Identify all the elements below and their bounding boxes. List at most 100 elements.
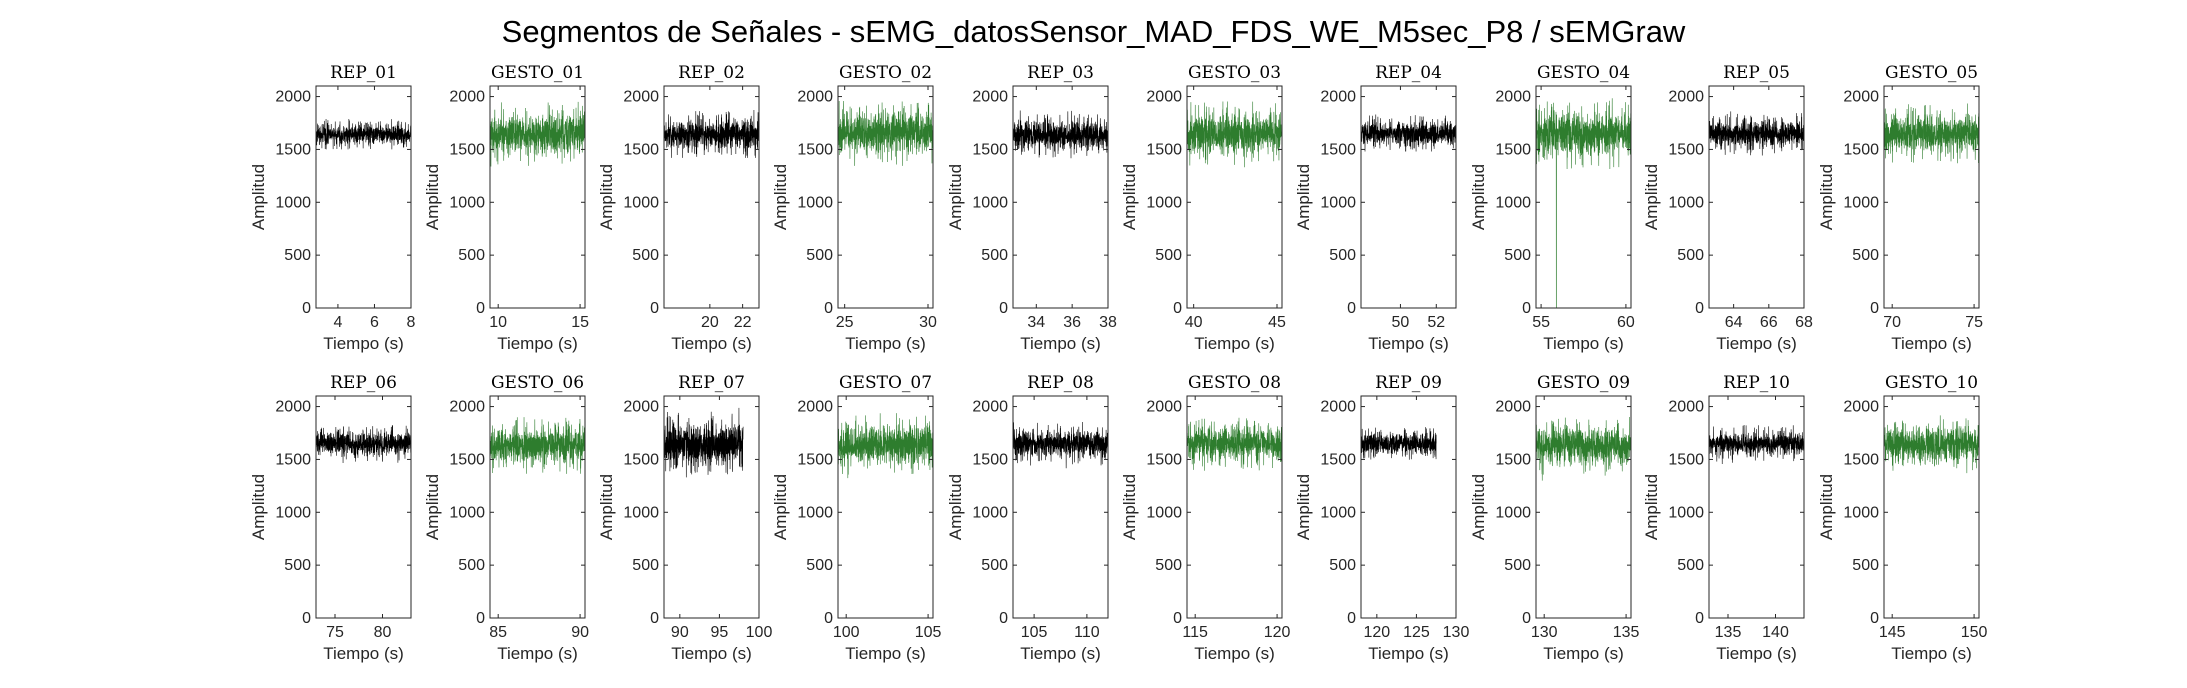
y-tick-label: 2000	[1320, 89, 1356, 106]
y-tick-label: 1000	[972, 504, 1008, 521]
x-tick-label: 120	[1363, 624, 1390, 641]
y-tick-label: 500	[632, 557, 659, 574]
x-tick-label: 68	[1795, 314, 1813, 331]
y-tick-label: 2000	[623, 399, 659, 416]
y-tick-label: 1500	[1320, 451, 1356, 468]
signal-line	[1536, 98, 1631, 308]
y-tick-label: 500	[284, 557, 311, 574]
x-axis-label: Tiempo (s)	[1194, 334, 1275, 353]
y-tick-label: 2000	[1495, 89, 1531, 106]
y-axis-label: Amplitud	[597, 164, 616, 230]
y-tick-label: 0	[1522, 610, 1531, 627]
subplot-title: GESTO_05	[1885, 63, 1978, 83]
y-tick-label: 2000	[1668, 399, 1704, 416]
x-tick-label: 22	[734, 314, 752, 331]
y-axis-label: Amplitud	[771, 474, 790, 540]
x-tick-label: 40	[1185, 314, 1203, 331]
y-tick-label: 500	[981, 247, 1008, 264]
x-axis-label: Tiempo (s)	[845, 644, 926, 663]
y-tick-label: 500	[806, 247, 833, 264]
x-tick-label: 55	[1532, 314, 1550, 331]
y-tick-label: 1500	[1843, 141, 1879, 158]
x-tick-label: 130	[1443, 624, 1470, 641]
y-axis-label: Amplitud	[1817, 474, 1836, 540]
x-tick-label: 135	[1715, 624, 1742, 641]
signal-line	[1884, 103, 1979, 164]
y-tick-label: 1500	[1495, 451, 1531, 468]
y-tick-label: 1000	[275, 504, 311, 521]
subplot-title: GESTO_10	[1885, 373, 1978, 393]
y-tick-label: 0	[1522, 300, 1531, 317]
y-tick-label: 1500	[972, 141, 1008, 158]
subplot: REP_09 0 500 1000 1500 2000 120 125 130 Tiempo (s…	[1294, 373, 1469, 663]
y-tick-label: 0	[999, 300, 1008, 317]
y-tick-label: 1000	[1495, 194, 1531, 211]
x-tick-label: 110	[1074, 624, 1100, 641]
subplot: GESTO_01 0 500 1000 1500 2000 10 15 Tiempo (s) Am…	[423, 63, 589, 353]
x-tick-label: 115	[1182, 624, 1208, 641]
signal-line	[838, 413, 933, 479]
y-tick-label: 500	[632, 247, 659, 264]
subplot: GESTO_09 0 500 1000 1500 2000 130 135 Tiempo (s)…	[1469, 373, 1640, 663]
x-tick-label: 100	[833, 624, 860, 641]
signal-line	[1361, 427, 1437, 460]
x-tick-label: 66	[1760, 314, 1778, 331]
y-tick-label: 1000	[1668, 194, 1704, 211]
y-tick-label: 2000	[275, 399, 311, 416]
plot-frame	[1535, 395, 1632, 619]
plot-frame	[1186, 395, 1283, 619]
subplot-title: REP_06	[330, 373, 397, 393]
subplot-title: GESTO_01	[491, 63, 584, 83]
y-tick-label: 1000	[623, 504, 659, 521]
y-tick-label: 1500	[1843, 451, 1879, 468]
x-axis-label: Tiempo (s)	[1891, 334, 1972, 353]
signal-line	[1536, 416, 1631, 481]
x-tick-label: 135	[1613, 624, 1640, 641]
signal-line	[490, 101, 585, 167]
y-axis-label: Amplitud	[1120, 164, 1139, 230]
y-tick-label: 1500	[797, 141, 833, 158]
x-axis-label: Tiempo (s)	[1368, 334, 1449, 353]
x-tick-label: 34	[1027, 314, 1045, 331]
x-tick-label: 140	[1762, 624, 1789, 641]
x-tick-label: 52	[1427, 314, 1445, 331]
subplot: REP_06 0 500 1000 1500 2000 75 80 Tiempo (s) Ampl…	[249, 373, 412, 663]
subplot: REP_04 0 500 1000 1500 2000 50 52 Tiempo (s) Ampl…	[1294, 63, 1457, 353]
plot-frame	[1883, 395, 1980, 619]
y-tick-label: 500	[1677, 247, 1704, 264]
plot-frame	[315, 395, 412, 619]
y-tick-label: 2000	[972, 89, 1008, 106]
x-tick-label: 10	[489, 314, 507, 331]
x-axis-label: Tiempo (s)	[1194, 644, 1275, 663]
x-tick-label: 90	[671, 624, 689, 641]
y-axis-label: Amplitud	[1642, 474, 1661, 540]
subplot: GESTO_03 0 500 1000 1500 2000 40 45 Tiempo (s) Am…	[1120, 63, 1286, 353]
subplot-title: GESTO_04	[1537, 63, 1630, 83]
y-tick-label: 0	[302, 300, 311, 317]
subplot-title: GESTO_06	[491, 373, 584, 393]
y-tick-label: 1500	[623, 141, 659, 158]
plot-frame	[1708, 395, 1805, 619]
x-tick-label: 8	[407, 314, 416, 331]
x-tick-label: 125	[1403, 624, 1430, 641]
y-tick-label: 2000	[797, 399, 833, 416]
subplot-title: GESTO_02	[839, 63, 932, 83]
y-axis-label: Amplitud	[946, 474, 965, 540]
plot-frame	[1708, 85, 1805, 309]
y-axis-label: Amplitud	[249, 164, 268, 230]
plot-frame	[1883, 85, 1980, 309]
y-tick-label: 1000	[449, 194, 485, 211]
y-tick-label: 1000	[1146, 194, 1182, 211]
x-tick-label: 95	[711, 624, 729, 641]
y-tick-label: 0	[476, 300, 485, 317]
subplot-title: GESTO_08	[1188, 373, 1281, 393]
x-tick-label: 90	[571, 624, 589, 641]
y-tick-label: 1500	[1146, 451, 1182, 468]
signal-line	[490, 417, 585, 474]
subplot-title: GESTO_07	[839, 373, 932, 393]
x-tick-label: 130	[1531, 624, 1558, 641]
y-axis-label: Amplitud	[1642, 164, 1661, 230]
y-tick-label: 500	[1852, 557, 1879, 574]
x-tick-label: 85	[489, 624, 507, 641]
